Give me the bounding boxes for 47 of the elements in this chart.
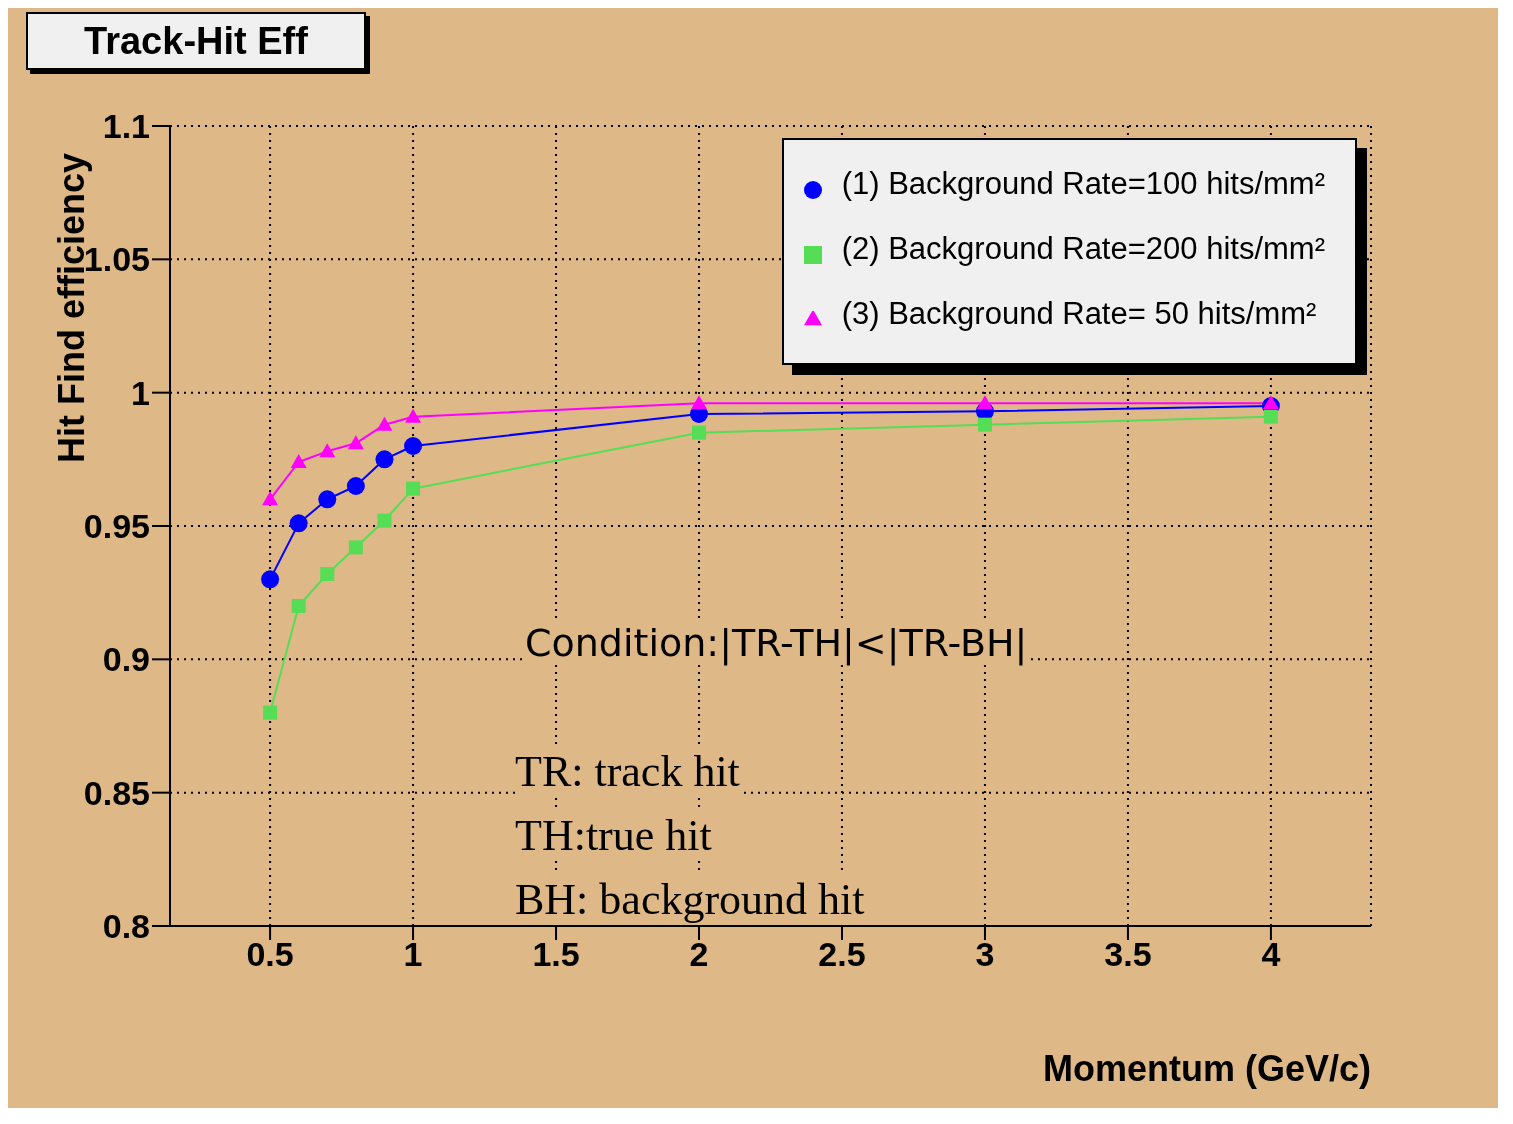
x-tick-label: 3.5 — [1104, 935, 1152, 974]
x-tick-label: 3 — [975, 935, 995, 974]
x-tick-label: 1 — [403, 935, 423, 974]
point — [976, 395, 993, 410]
point — [263, 705, 278, 720]
point — [1262, 395, 1279, 410]
x-tick-label: 2 — [689, 935, 709, 974]
point — [692, 425, 707, 440]
x-axis-title: Momentum (GeV/c) — [1042, 1048, 1371, 1090]
annotation: BH: background hit — [515, 874, 865, 925]
annotation: Condition:|TR-TH|<|TR-BH| — [525, 621, 1028, 665]
point — [376, 416, 393, 431]
y-tick-label: 0.9 — [102, 640, 150, 679]
point — [318, 490, 337, 509]
point — [290, 454, 307, 468]
annotation: TH:true hit — [515, 810, 712, 861]
point — [375, 450, 394, 469]
annotation: TR: track hit — [515, 746, 740, 797]
x-tick-label: 0.5 — [246, 935, 294, 974]
point — [289, 514, 308, 533]
y-tick-label: 0.8 — [102, 907, 150, 946]
point — [261, 570, 280, 589]
point — [348, 540, 363, 555]
point — [346, 477, 365, 495]
point — [347, 435, 364, 450]
y-tick-label: 1.1 — [102, 107, 150, 146]
point — [691, 395, 708, 410]
point — [405, 408, 422, 423]
point — [404, 437, 423, 455]
point — [377, 513, 392, 528]
y-tick-label: 1 — [131, 373, 150, 412]
point — [320, 567, 335, 581]
point — [406, 481, 421, 496]
y-tick-label: 0.95 — [83, 507, 150, 546]
point — [977, 417, 992, 432]
chart-title: Track-Hit Eff — [26, 12, 366, 70]
legend-label: (2) Background Rate=200 hits/mm² — [841, 231, 1325, 266]
point — [262, 491, 279, 506]
legend-label: (1) Background Rate=100 hits/mm² — [841, 166, 1325, 201]
point — [291, 599, 306, 613]
y-tick-label: 0.85 — [83, 773, 150, 812]
legend-label: (3) Background Rate= 50 hits/mm² — [841, 296, 1317, 331]
point — [1263, 409, 1278, 424]
x-tick-label: 1.5 — [532, 935, 580, 974]
x-tick-label: 4 — [1261, 935, 1281, 974]
point — [319, 443, 336, 458]
x-tick-label: 2.5 — [818, 935, 866, 974]
